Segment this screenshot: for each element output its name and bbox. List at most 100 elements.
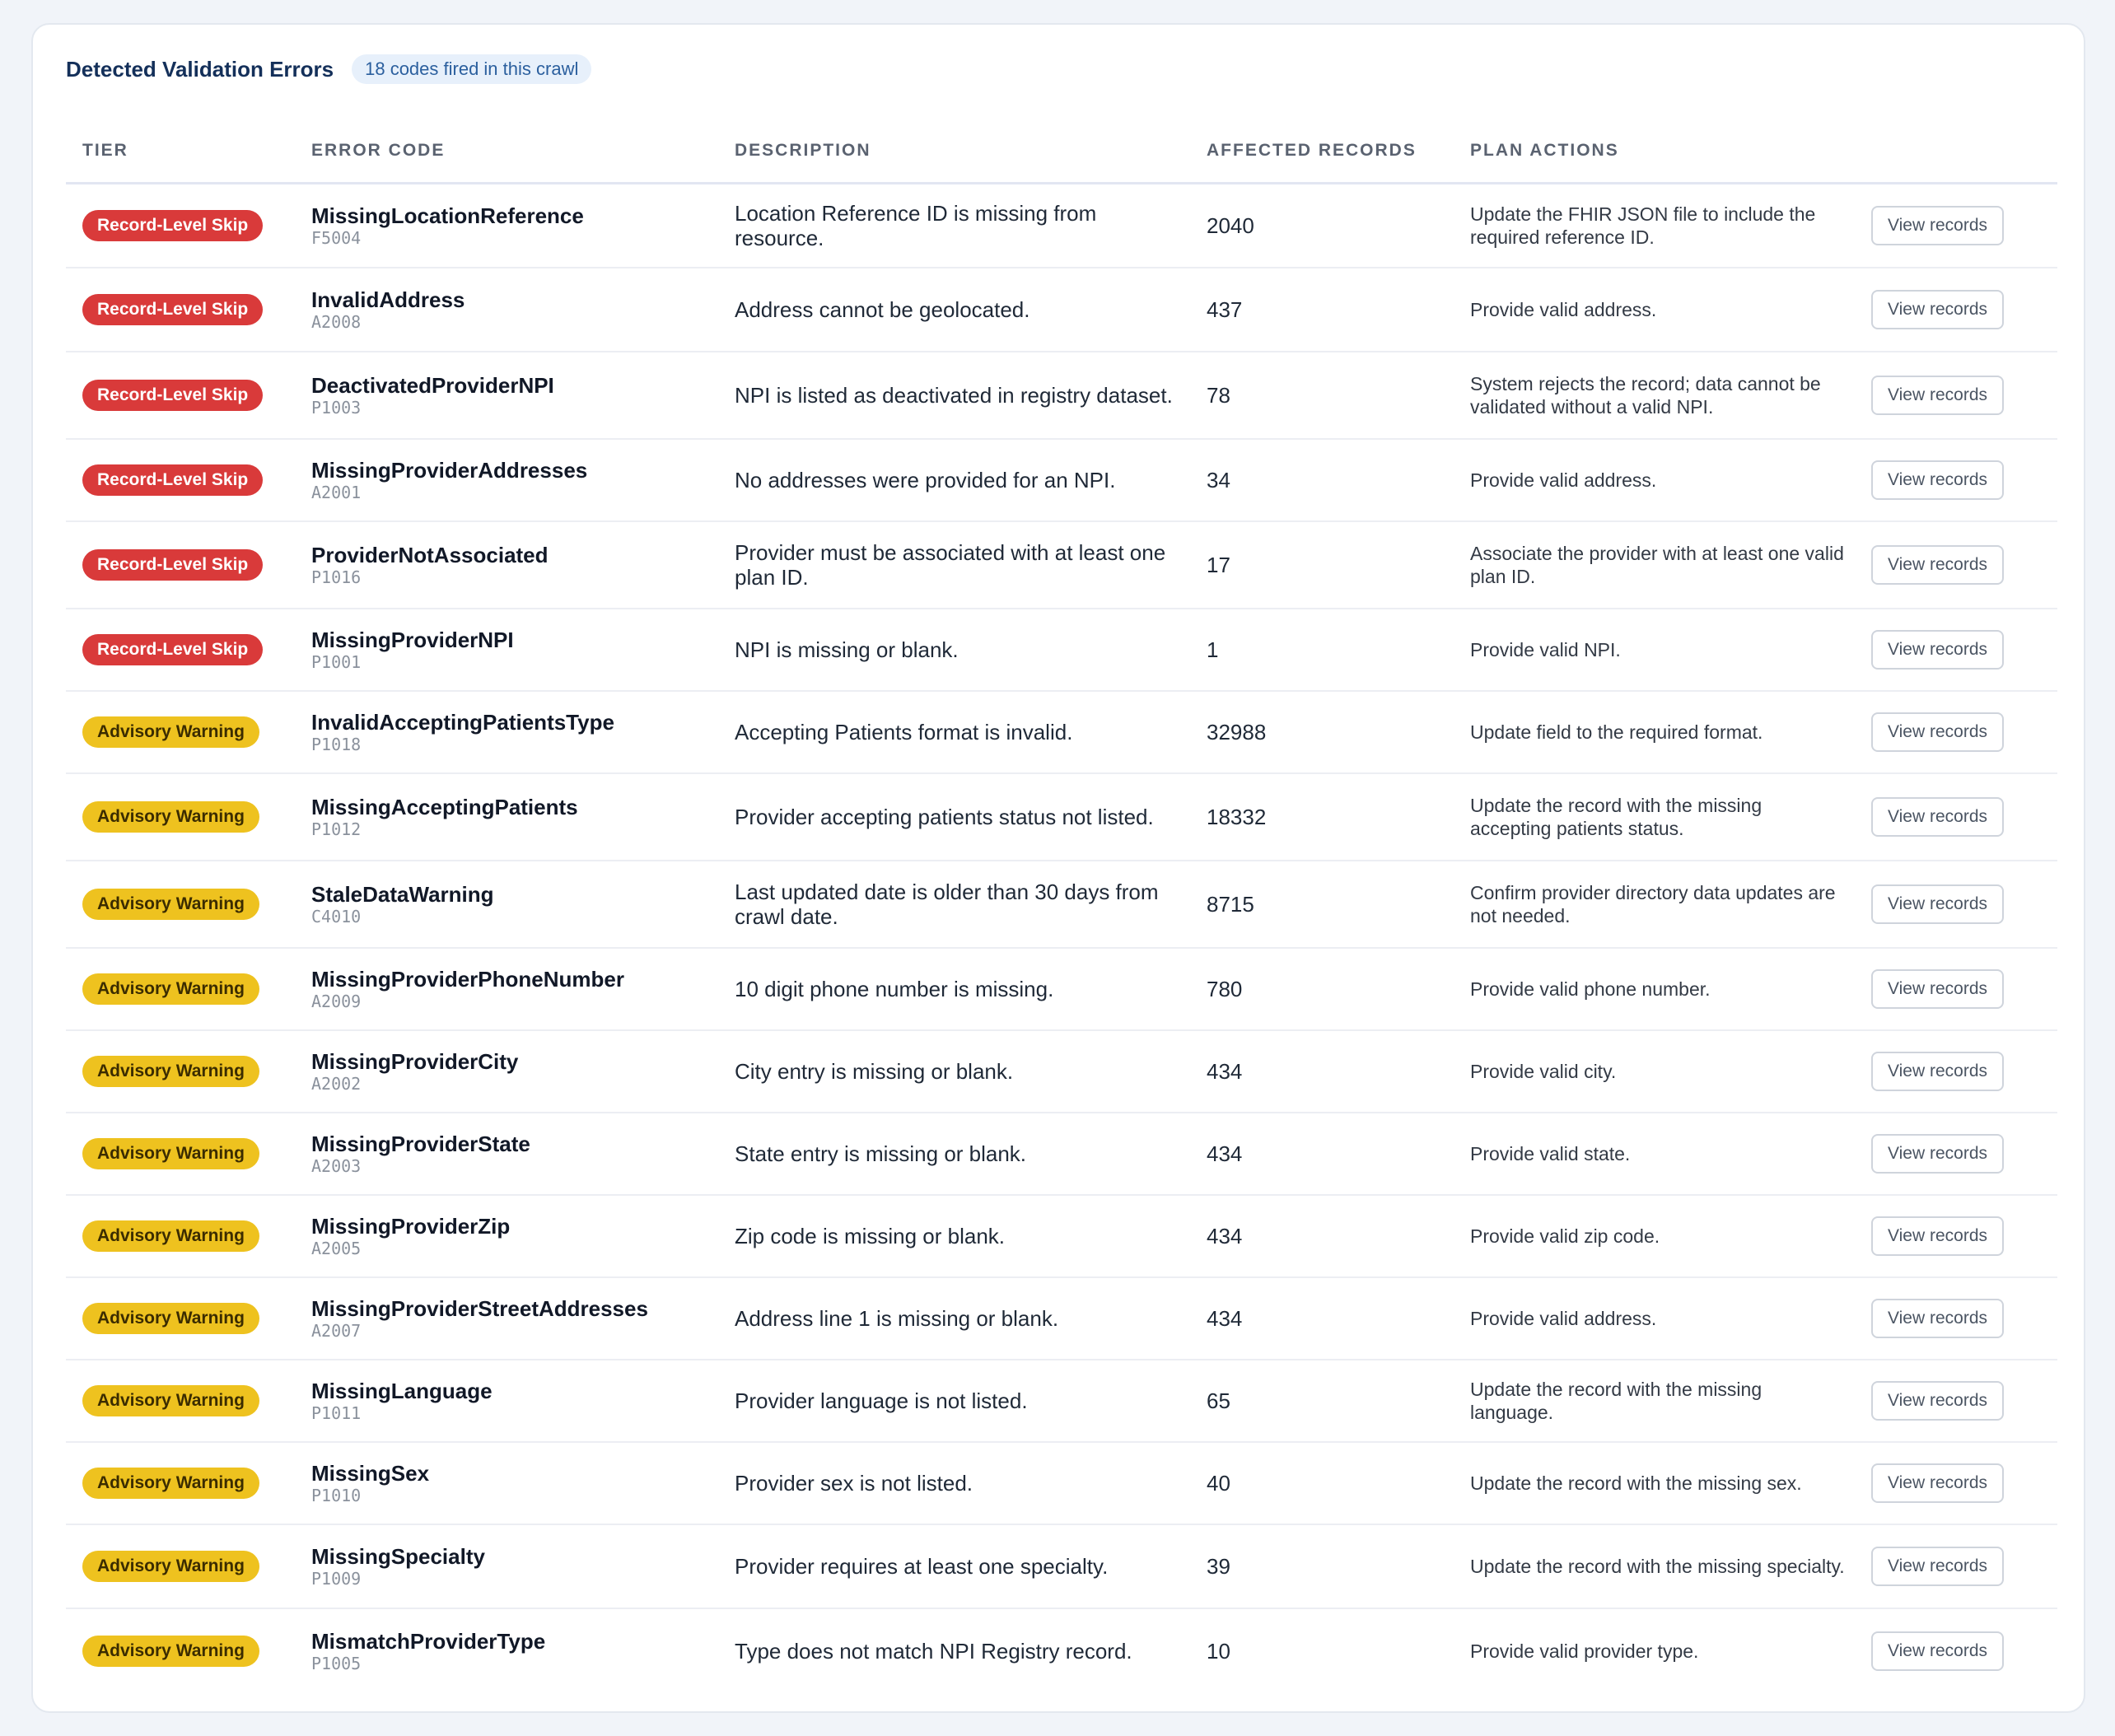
view-records-button[interactable]: View records bbox=[1871, 1216, 2004, 1256]
tier-cell: Record-Level Skip bbox=[66, 380, 311, 411]
view-records-button[interactable]: View records bbox=[1871, 1547, 2004, 1586]
error-code-name: MissingProviderState bbox=[311, 1132, 530, 1156]
tier-cell: Advisory Warning bbox=[66, 1056, 311, 1087]
view-records-button[interactable]: View records bbox=[1871, 1299, 2004, 1338]
plan-actions-cell: Provide valid city. bbox=[1470, 1060, 1871, 1083]
description-cell: Location Reference ID is missing from re… bbox=[735, 201, 1207, 250]
action-cell: View records bbox=[1871, 1381, 2057, 1421]
column-header-error-code[interactable]: ERROR CODE bbox=[311, 140, 446, 160]
error-description: State entry is missing or blank. bbox=[735, 1141, 1027, 1166]
action-cell: View records bbox=[1871, 1547, 2057, 1586]
error-code-name: MismatchProviderType bbox=[311, 1629, 546, 1654]
error-code-id: P1003 bbox=[311, 398, 362, 418]
column-header-plan-actions[interactable]: PLAN ACTIONS bbox=[1470, 140, 1619, 160]
error-code-cell: StaleDataWarning C4010 bbox=[311, 882, 735, 926]
affected-records-count: 780 bbox=[1207, 976, 1243, 1001]
error-description: Provider requires at least one specialty… bbox=[735, 1554, 1109, 1579]
plan-actions-cell: Provide valid provider type. bbox=[1470, 1640, 1871, 1663]
tier-badge: Advisory Warning bbox=[82, 1551, 259, 1582]
description-cell: Type does not match NPI Registry record. bbox=[735, 1639, 1207, 1664]
view-records-button[interactable]: View records bbox=[1871, 206, 2004, 245]
view-records-button[interactable]: View records bbox=[1871, 797, 2004, 837]
plan-actions-cell: Update the record with the missing speci… bbox=[1470, 1555, 1871, 1578]
view-records-button[interactable]: View records bbox=[1871, 1381, 2004, 1421]
error-description: City entry is missing or blank. bbox=[735, 1059, 1014, 1084]
tier-badge: Advisory Warning bbox=[82, 973, 259, 1005]
view-records-button[interactable]: View records bbox=[1871, 376, 2004, 415]
description-cell: Address line 1 is missing or blank. bbox=[735, 1306, 1207, 1331]
action-cell: View records bbox=[1871, 1216, 2057, 1256]
affected-records-count: 34 bbox=[1207, 467, 1230, 492]
affected-records-cell: 2040 bbox=[1207, 213, 1470, 239]
description-cell: State entry is missing or blank. bbox=[735, 1141, 1207, 1166]
error-code-id: P1010 bbox=[311, 1486, 362, 1505]
tier-badge: Advisory Warning bbox=[82, 1385, 259, 1416]
affected-records-count: 1 bbox=[1207, 637, 1219, 662]
view-records-button[interactable]: View records bbox=[1871, 712, 2004, 752]
error-code-name: MissingLocationReference bbox=[311, 203, 584, 228]
affected-records-count: 437 bbox=[1207, 296, 1243, 322]
view-records-button[interactable]: View records bbox=[1871, 290, 2004, 329]
view-records-button[interactable]: View records bbox=[1871, 460, 2004, 500]
description-cell: NPI is missing or blank. bbox=[735, 637, 1207, 662]
error-code-name: MissingProviderPhoneNumber bbox=[311, 967, 624, 992]
validation-errors-card: Detected Validation Errors 18 codes fire… bbox=[31, 23, 2085, 1713]
error-code-name: InvalidAcceptingPatientsType bbox=[311, 710, 614, 735]
error-code-cell: ProviderNotAssociated P1016 bbox=[311, 543, 735, 587]
affected-records-count: 39 bbox=[1207, 1553, 1230, 1579]
column-header-tier[interactable]: TIER bbox=[82, 140, 128, 160]
error-code-id: A2005 bbox=[311, 1239, 362, 1258]
error-description: Address line 1 is missing or blank. bbox=[735, 1306, 1059, 1331]
description-cell: Provider language is not listed. bbox=[735, 1388, 1207, 1413]
plan-action-text: Update the record with the missing langu… bbox=[1470, 1379, 1762, 1423]
tier-badge: Advisory Warning bbox=[82, 1303, 259, 1334]
description-cell: City entry is missing or blank. bbox=[735, 1059, 1207, 1084]
error-code-id: A2008 bbox=[311, 312, 362, 332]
plan-action-text: Provide valid address. bbox=[1470, 299, 1657, 320]
view-records-button[interactable]: View records bbox=[1871, 1631, 2004, 1671]
action-cell: View records bbox=[1871, 630, 2057, 670]
action-cell: View records bbox=[1871, 460, 2057, 500]
affected-records-cell: 78 bbox=[1207, 383, 1470, 408]
affected-records-cell: 434 bbox=[1207, 1306, 1470, 1332]
error-description: Type does not match NPI Registry record. bbox=[735, 1639, 1132, 1664]
error-description: Location Reference ID is missing from re… bbox=[735, 201, 1097, 250]
tier-badge: Advisory Warning bbox=[82, 1220, 259, 1252]
plan-actions-cell: Provide valid state. bbox=[1470, 1142, 1871, 1165]
plan-actions-cell: Provide valid phone number. bbox=[1470, 978, 1871, 1001]
affected-records-cell: 18332 bbox=[1207, 805, 1470, 830]
plan-actions-cell: Update the record with the missing langu… bbox=[1470, 1378, 1871, 1424]
table-row: Advisory Warning MissingAcceptingPatient… bbox=[66, 774, 2057, 861]
error-code-name: MissingProviderStreetAddresses bbox=[311, 1296, 648, 1321]
action-cell: View records bbox=[1871, 1299, 2057, 1338]
view-records-button[interactable]: View records bbox=[1871, 1463, 2004, 1503]
column-header-description[interactable]: DESCRIPTION bbox=[735, 140, 871, 160]
tier-badge: Record-Level Skip bbox=[82, 380, 264, 411]
error-code-id: P1009 bbox=[311, 1569, 362, 1589]
error-code-id: P1005 bbox=[311, 1654, 362, 1673]
view-records-button[interactable]: View records bbox=[1871, 630, 2004, 670]
tier-cell: Advisory Warning bbox=[66, 1385, 311, 1416]
affected-records-cell: 65 bbox=[1207, 1388, 1470, 1414]
error-code-name: InvalidAddress bbox=[311, 287, 465, 312]
description-cell: 10 digit phone number is missing. bbox=[735, 977, 1207, 1001]
view-records-button[interactable]: View records bbox=[1871, 1052, 2004, 1091]
tier-badge: Record-Level Skip bbox=[82, 634, 264, 665]
error-code-cell: DeactivatedProviderNPI P1003 bbox=[311, 373, 735, 418]
tier-badge: Advisory Warning bbox=[82, 1056, 259, 1087]
action-cell: View records bbox=[1871, 1631, 2057, 1671]
column-header-affected-records[interactable]: AFFECTED RECORDS bbox=[1207, 140, 1417, 160]
error-description: NPI is missing or blank. bbox=[735, 637, 959, 662]
tier-cell: Record-Level Skip bbox=[66, 210, 311, 241]
affected-records-cell: 34 bbox=[1207, 468, 1470, 493]
codes-count-badge: 18 codes fired in this crawl bbox=[352, 54, 592, 84]
error-code-id: F5004 bbox=[311, 228, 362, 248]
tier-badge: Advisory Warning bbox=[82, 889, 259, 920]
view-records-button[interactable]: View records bbox=[1871, 545, 2004, 585]
error-description: Provider sex is not listed. bbox=[735, 1471, 973, 1496]
view-records-button[interactable]: View records bbox=[1871, 1134, 2004, 1174]
description-cell: Last updated date is older than 30 days … bbox=[735, 880, 1207, 929]
view-records-button[interactable]: View records bbox=[1871, 969, 2004, 1009]
view-records-button[interactable]: View records bbox=[1871, 884, 2004, 924]
action-cell: View records bbox=[1871, 969, 2057, 1009]
